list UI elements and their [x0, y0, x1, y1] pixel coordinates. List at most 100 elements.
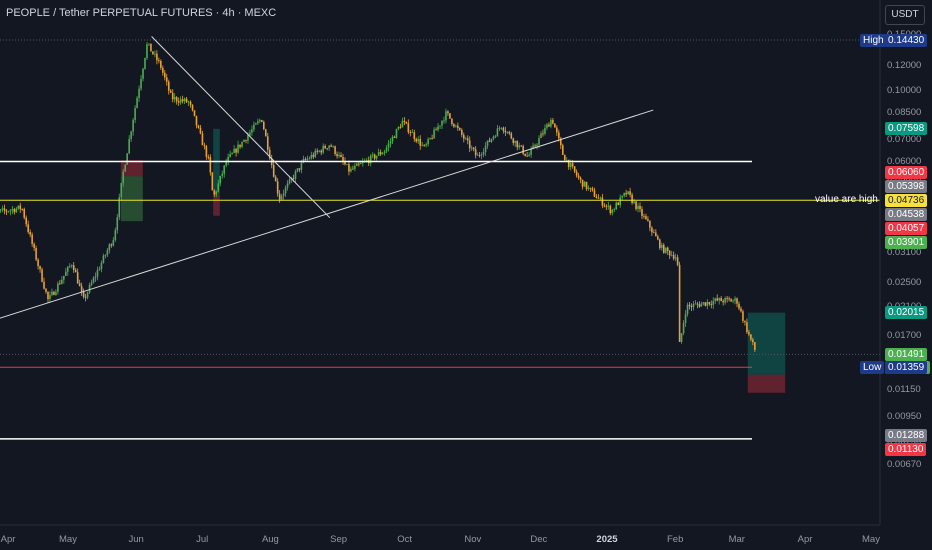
candle-body: [744, 320, 746, 323]
candle-body: [415, 138, 418, 142]
price-tick-label: 0.00950: [887, 410, 922, 422]
candle-body: [407, 123, 410, 133]
candle-body: [102, 255, 105, 263]
candle-body: [558, 132, 560, 139]
candle-body: [714, 298, 717, 301]
candle-body: [179, 99, 182, 103]
candle-body: [217, 183, 220, 192]
candle-body: [447, 111, 449, 114]
candle-body: [55, 291, 57, 295]
candle-body: [560, 138, 562, 146]
candle-body: [261, 120, 263, 122]
candle-body: [742, 311, 744, 321]
price-axis-label: 0.04736: [885, 193, 928, 207]
candle-body: [45, 288, 47, 292]
candle-body: [736, 298, 738, 304]
candle-body: [235, 149, 237, 153]
candle-body: [734, 298, 736, 301]
candle-body: [631, 194, 633, 203]
long-position-target-box: [747, 312, 786, 375]
candle-body: [328, 145, 330, 149]
candle-body: [31, 234, 33, 244]
price-tick-label: 0.07000: [887, 134, 922, 146]
candle-body: [540, 133, 542, 139]
candle-body: [478, 155, 481, 156]
candle-body: [439, 125, 441, 127]
candle-body: [579, 177, 582, 180]
price-axis-label: 0.04538: [885, 207, 928, 221]
candle-body: [611, 209, 614, 214]
candle-body: [1, 208, 4, 210]
currency-button[interactable]: USDT: [885, 5, 925, 25]
candle-body: [344, 161, 346, 165]
candle-body: [684, 314, 687, 324]
candle-body: [635, 201, 637, 209]
candle-body: [189, 101, 192, 105]
candle-body: [72, 265, 75, 270]
candle-body: [421, 144, 423, 146]
candle-body: [354, 165, 356, 169]
candle-body: [609, 205, 612, 214]
candle-body: [330, 145, 332, 147]
candle-body: [532, 145, 534, 149]
candle-body: [379, 152, 382, 155]
candlestick-series: [0, 42, 756, 352]
candle-body: [419, 139, 422, 146]
candle-body: [657, 236, 659, 240]
candle-body: [754, 342, 756, 350]
candle-body: [383, 151, 386, 154]
candle-body: [593, 190, 596, 197]
candle-body: [209, 157, 212, 173]
candle-body: [37, 259, 39, 267]
candle-body: [577, 175, 580, 178]
candle-body: [207, 156, 210, 158]
candle-body: [304, 159, 307, 160]
trend-line-0: [151, 36, 331, 219]
candle-body: [571, 163, 574, 167]
candle-body: [466, 138, 469, 141]
candle-body: [449, 113, 451, 119]
candle-body: [100, 262, 103, 270]
candle-body: [237, 144, 239, 153]
candle-body: [716, 298, 719, 301]
candle-body: [542, 133, 544, 135]
candle-body: [158, 60, 160, 62]
candle-body: [565, 159, 568, 161]
candle-body: [674, 257, 677, 259]
price-axis-label: 0.01288: [885, 428, 928, 442]
candle-body: [272, 164, 275, 177]
candle-body: [704, 302, 707, 306]
candle-body: [583, 181, 586, 187]
price-extreme-label: Low: [860, 360, 885, 374]
candle-body: [516, 140, 519, 148]
candle-body: [393, 136, 396, 138]
price-tick-label: 0.10000: [887, 84, 922, 96]
candle-body: [13, 209, 16, 213]
candle-body: [25, 217, 27, 225]
candle-body: [605, 205, 608, 207]
candle-body: [573, 166, 576, 172]
candle-body: [401, 120, 404, 128]
candle-body: [633, 201, 635, 203]
candle-body: [457, 125, 459, 129]
candle-body: [732, 300, 734, 302]
candle-body: [215, 191, 218, 195]
candle-body: [84, 296, 87, 298]
candle-body: [15, 208, 18, 213]
time-tick-label: May: [862, 534, 880, 545]
candle-body: [567, 159, 570, 167]
candle-body: [530, 148, 532, 155]
candle-body: [76, 272, 79, 284]
candle-body: [472, 147, 475, 150]
candle-body: [94, 276, 97, 278]
candle-body: [314, 150, 317, 157]
candle-body: [282, 193, 285, 196]
candle-body: [425, 144, 427, 146]
candle-body: [362, 161, 364, 164]
time-tick-label: Jul: [196, 534, 209, 545]
candle-body: [144, 58, 146, 69]
candle-body: [88, 284, 91, 293]
candle-body: [41, 269, 43, 282]
candle-body: [338, 155, 340, 157]
